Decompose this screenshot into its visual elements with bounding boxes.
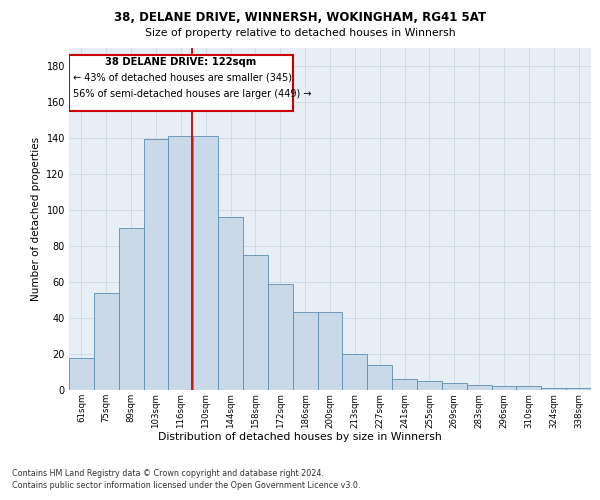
Bar: [94, 292, 119, 390]
Bar: [392, 379, 417, 390]
Y-axis label: Number of detached properties: Number of detached properties: [31, 136, 41, 301]
Bar: [517, 386, 541, 390]
Bar: [491, 386, 517, 390]
Bar: [367, 365, 392, 390]
Bar: [417, 381, 442, 390]
Text: 38, DELANE DRIVE, WINNERSH, WOKINGHAM, RG41 5AT: 38, DELANE DRIVE, WINNERSH, WOKINGHAM, R…: [114, 11, 486, 24]
Bar: [69, 358, 94, 390]
Bar: [243, 255, 268, 390]
Bar: [169, 136, 193, 390]
Text: Size of property relative to detached houses in Winnersh: Size of property relative to detached ho…: [145, 28, 455, 38]
Bar: [143, 140, 169, 390]
Bar: [343, 354, 367, 390]
Bar: [541, 388, 566, 390]
Text: Contains HM Land Registry data © Crown copyright and database right 2024.: Contains HM Land Registry data © Crown c…: [12, 469, 324, 478]
Bar: [566, 388, 591, 390]
Bar: [218, 217, 243, 390]
Bar: [268, 284, 293, 390]
Text: Contains public sector information licensed under the Open Government Licence v3: Contains public sector information licen…: [12, 481, 361, 490]
Bar: [193, 136, 218, 390]
Bar: [442, 383, 467, 390]
Text: 38 DELANE DRIVE: 122sqm: 38 DELANE DRIVE: 122sqm: [106, 58, 257, 68]
Bar: [467, 384, 491, 390]
Bar: [317, 312, 343, 390]
Text: Distribution of detached houses by size in Winnersh: Distribution of detached houses by size …: [158, 432, 442, 442]
Bar: [293, 312, 317, 390]
Bar: [119, 228, 143, 390]
Text: ← 43% of detached houses are smaller (345): ← 43% of detached houses are smaller (34…: [73, 72, 292, 83]
Bar: [70, 54, 293, 110]
Text: 56% of semi-detached houses are larger (449) →: 56% of semi-detached houses are larger (…: [73, 89, 312, 99]
